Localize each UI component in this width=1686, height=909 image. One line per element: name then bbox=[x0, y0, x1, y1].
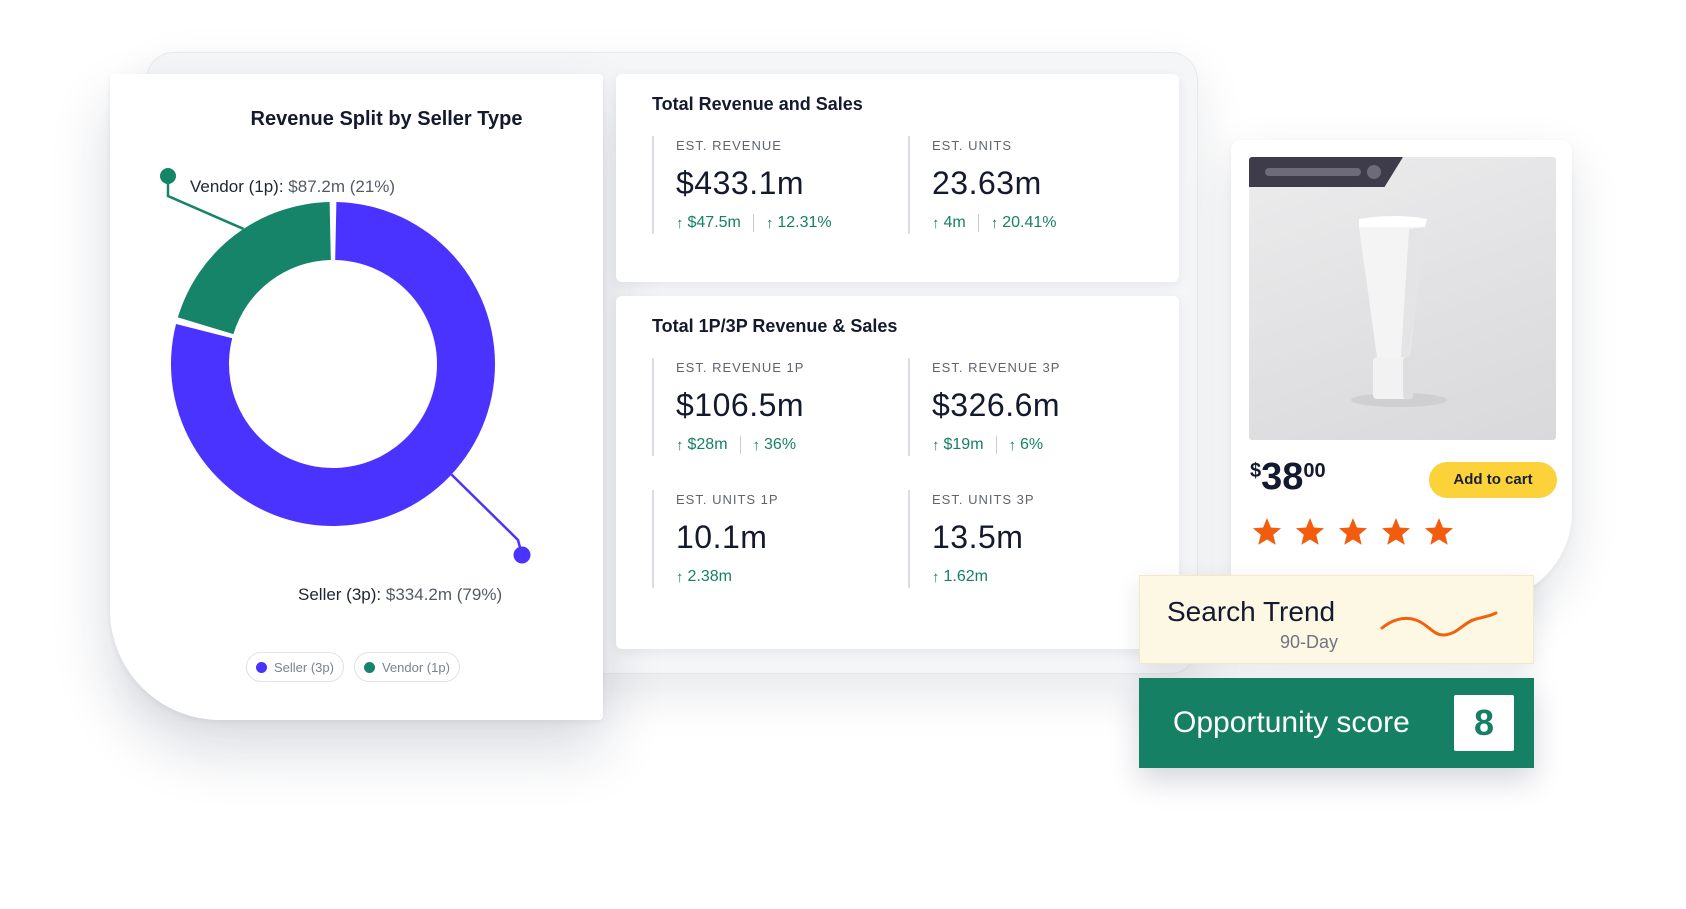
delta-absolute: ↑ $47.5m bbox=[676, 214, 741, 232]
metric-label: EST. REVENUE 3P bbox=[932, 360, 1061, 375]
metric-value: 23.63m bbox=[932, 165, 1042, 201]
delta-absolute: ↑ $28m bbox=[676, 436, 728, 454]
metric-deltas: ↑ $28m ↑ 36% bbox=[676, 436, 804, 454]
vendor-color-dot bbox=[363, 661, 375, 673]
metric-deltas: ↑ 1.62m bbox=[932, 568, 1035, 586]
delta-percent: ↑ 12.31% bbox=[765, 214, 832, 232]
product-price: $ 38 00 bbox=[1250, 458, 1326, 496]
metric-est-units-3p: EST. UNITS 3P 13.5m ↑ 1.62m bbox=[908, 490, 1035, 588]
arrow-up-icon: ↑ bbox=[676, 214, 684, 232]
delta-divider bbox=[752, 214, 754, 232]
delta-percent: ↑ 20.41% bbox=[990, 214, 1057, 232]
star-icon bbox=[1382, 518, 1410, 545]
legend-seller-label: Seller (3p) bbox=[274, 659, 334, 675]
star-icon bbox=[1425, 518, 1453, 545]
revenue-split-donut bbox=[160, 168, 531, 564]
donut-segment-seller[interactable] bbox=[170, 202, 495, 526]
delta-divider bbox=[995, 436, 997, 454]
product-card: $ 38 00 Add to cart bbox=[1231, 140, 1572, 602]
metric-est-revenue-3p: EST. REVENUE 3P $326.6m ↑ $19m ↑ 6% bbox=[908, 358, 1060, 456]
delta-percent: ↑ 6% bbox=[1008, 436, 1044, 454]
seller-name: Seller (3p): bbox=[298, 585, 382, 604]
browser-dot-icon bbox=[1367, 165, 1381, 179]
search-trend-title: Search Trend bbox=[1167, 596, 1336, 627]
delta-percent: ↑ 36% bbox=[752, 436, 797, 454]
price-cents: 00 bbox=[1303, 460, 1326, 482]
arrow-up-icon: ↑ bbox=[765, 214, 774, 232]
legend-vendor-label: Vendor (1p) bbox=[381, 659, 450, 675]
trend-sparkline-icon bbox=[1380, 611, 1498, 637]
delta-divider bbox=[739, 436, 741, 454]
seller-segment-label: Seller (3p): $334.2m (79%) bbox=[298, 585, 502, 605]
metric-deltas: ↑ 4m ↑ 20.41% bbox=[932, 214, 1057, 232]
metric-value: 13.5m bbox=[932, 519, 1024, 555]
search-trend-period: 90-Day bbox=[1280, 632, 1339, 652]
star-rating bbox=[1251, 516, 1455, 548]
add-to-cart-button[interactable]: Add to cart bbox=[1429, 462, 1557, 498]
delta-absolute: ↑ $19m bbox=[932, 436, 984, 454]
metric-value: $433.1m bbox=[676, 165, 805, 201]
metric-deltas: ↑ 2.38m bbox=[676, 568, 779, 586]
metric-deltas: ↑ $47.5m ↑ 12.31% bbox=[676, 214, 832, 232]
metric-est-units-1p: EST. UNITS 1P 10.1m ↑ 2.38m bbox=[652, 490, 779, 588]
panel-title: Total 1P/3P Revenue & Sales bbox=[652, 316, 898, 336]
product-image[interactable] bbox=[1249, 157, 1556, 440]
arrow-up-icon: ↑ bbox=[990, 214, 999, 232]
star-icon bbox=[1253, 518, 1281, 545]
search-trend-card: Search Trend 90-Day bbox=[1139, 575, 1534, 664]
cream-tube-image bbox=[1351, 216, 1447, 407]
metric-est-units: EST. UNITS 23.63m ↑ 4m ↑ 20.41% bbox=[908, 136, 1057, 234]
delta-absolute: ↑ 4m bbox=[932, 214, 966, 232]
arrow-up-icon: ↑ bbox=[932, 568, 940, 586]
legend-seller[interactable]: Seller (3p) bbox=[246, 652, 344, 682]
delta-absolute: ↑ 2.38m bbox=[676, 568, 732, 586]
price-whole: 38 bbox=[1261, 456, 1304, 498]
metric-value: $106.5m bbox=[676, 387, 805, 423]
browser-bar-graphic bbox=[1249, 157, 1403, 187]
opportunity-score-card: Opportunity score 8 bbox=[1139, 678, 1534, 768]
legend-vendor[interactable]: Vendor (1p) bbox=[353, 652, 460, 682]
delta-absolute: ↑ 1.62m bbox=[932, 568, 988, 586]
address-bar-icon bbox=[1265, 168, 1361, 176]
split-revenue-panel: Total 1P/3P Revenue & Sales EST. REVENUE… bbox=[616, 296, 1179, 649]
vendor-name: Vendor (1p): bbox=[190, 177, 284, 196]
vendor-segment-label: Vendor (1p): $87.2m (21%) bbox=[190, 177, 395, 197]
chart-legend: Seller (3p) Vendor (1p) bbox=[246, 652, 460, 682]
arrow-up-icon: ↑ bbox=[932, 436, 940, 454]
seller-color-dot bbox=[256, 661, 267, 673]
arrow-up-icon: ↑ bbox=[752, 436, 761, 454]
metric-label: EST. REVENUE 1P bbox=[676, 360, 805, 375]
metric-value: 10.1m bbox=[676, 519, 768, 555]
metric-label: EST. UNITS 3P bbox=[932, 492, 1035, 507]
panel-title: Total Revenue and Sales bbox=[652, 94, 863, 114]
metric-est-revenue-1p: EST. REVENUE 1P $106.5m ↑ $28m ↑ 36% bbox=[652, 358, 804, 456]
arrow-up-icon: ↑ bbox=[1008, 436, 1017, 454]
metric-value: $326.6m bbox=[932, 387, 1061, 423]
opportunity-score-value: 8 bbox=[1454, 695, 1514, 751]
revenue-split-card: Revenue Split by Seller Type Vendor (1p)… bbox=[110, 74, 603, 720]
star-icon bbox=[1296, 518, 1324, 545]
total-revenue-panel: Total Revenue and Sales EST. REVENUE $43… bbox=[616, 74, 1179, 282]
arrow-up-icon: ↑ bbox=[676, 568, 684, 586]
metric-label: EST. UNITS 1P bbox=[676, 492, 779, 507]
metric-label: EST. REVENUE bbox=[676, 138, 782, 153]
metric-label: EST. UNITS bbox=[932, 138, 1013, 153]
metric-deltas: ↑ $19m ↑ 6% bbox=[932, 436, 1060, 454]
vendor-value: $87.2m (21%) bbox=[288, 177, 396, 196]
arrow-up-icon: ↑ bbox=[932, 214, 940, 232]
star-icon bbox=[1339, 518, 1367, 545]
arrow-up-icon: ↑ bbox=[676, 436, 684, 454]
price-currency: $ bbox=[1250, 460, 1262, 482]
metric-est-revenue: EST. REVENUE $433.1m ↑ $47.5m ↑ 12.31% bbox=[652, 136, 832, 234]
delta-divider bbox=[977, 214, 979, 232]
donut-segment-vendor[interactable] bbox=[177, 202, 331, 335]
opportunity-score-label: Opportunity score bbox=[1173, 706, 1410, 739]
seller-value: $334.2m (79%) bbox=[385, 585, 503, 604]
revenue-split-title: Revenue Split by Seller Type bbox=[250, 108, 523, 130]
